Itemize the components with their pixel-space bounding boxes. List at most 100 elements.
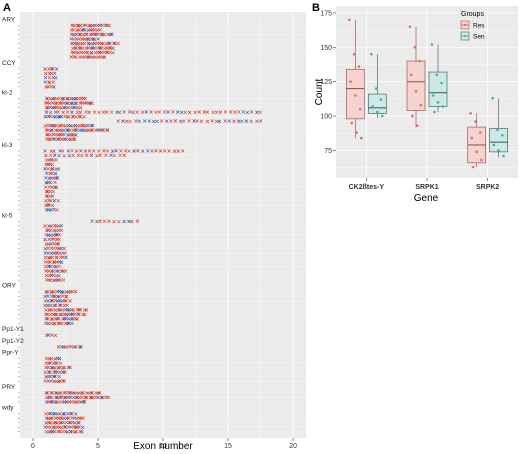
exon-mark [54,312,59,317]
exon-mark [78,307,83,312]
exon-mark [80,425,85,429]
exon-mark [59,224,64,228]
data-point [358,107,362,111]
exon-mark [43,167,47,171]
exon-mark [52,71,57,75]
exon-mark [159,119,164,123]
exon-mark [52,290,57,294]
exon-mark [69,101,73,106]
exon-mark [110,149,115,153]
gene-group-label: kl-2 [2,90,13,97]
exon-mark [62,128,66,133]
exon-mark [76,28,81,32]
exon-mark [54,176,58,180]
exon-mark [112,153,116,158]
exon-mark [52,429,57,434]
exon-mark [46,246,50,250]
panel-a-letter: A [3,2,11,14]
exon-mark [53,321,57,326]
exon-mark [48,189,52,194]
exon-mark [176,149,180,153]
exon-mark [64,137,68,141]
exon-mark [108,50,112,55]
exon-mark [43,80,47,84]
panel-b-legend: Groups Res Sen [460,11,485,41]
exon-mark [53,115,58,119]
exon-mark [44,308,48,312]
exon-mark [116,119,120,123]
exon-mark [49,180,53,185]
exon-mark [74,149,79,153]
exon-mark [89,51,94,55]
data-point [470,136,474,140]
exon-mark [59,246,63,251]
exon-mark [83,395,88,400]
exon-mark [131,110,135,115]
exon-mark [72,23,76,28]
exon-mark [62,101,66,105]
exon-mark [48,303,53,308]
exon-mark [43,303,47,308]
exon-mark [60,149,65,153]
exon-mark [80,395,84,399]
exon-mark [223,110,228,114]
exon-mark [90,101,94,105]
exon-mark [66,97,70,101]
box-body [345,68,365,120]
exon-mark [93,55,98,59]
exon-mark [84,110,88,114]
exon-mark [43,224,47,228]
exon-mark [74,133,78,137]
exon-mark [46,303,50,308]
exon-mark [51,273,56,278]
exon-mark [80,123,85,128]
exon-mark [214,119,219,124]
exon-mark [48,228,53,233]
exon-mark [77,312,81,316]
exon-mark [48,361,53,365]
exon-mark [81,400,86,404]
gene-group-label: ORY [2,283,17,290]
exon-mark [244,119,249,123]
exon-mark [187,110,192,115]
data-point [379,98,383,101]
exon-mark [57,374,61,379]
exon-mark [74,128,79,132]
exon-mark [119,149,123,153]
exon-mark [70,429,74,434]
exon-mark [95,28,100,32]
exon-mark [45,133,49,137]
exon-mark [144,110,148,114]
exon-mark [43,114,48,119]
exon-mark [53,110,58,114]
exon-mark [102,149,106,153]
exon-mark [76,312,80,316]
exon-mark [85,50,90,55]
exon-mark [61,412,66,416]
exon-mark [47,101,52,105]
exon-mark [70,148,74,153]
exon-mark [54,391,59,395]
exon-mark [57,299,62,303]
exon-mark [91,37,96,41]
exon-mark [57,96,61,101]
exon-mark [66,416,71,420]
exon-mark [46,167,50,171]
exon-mark [90,219,94,223]
exon-mark [59,391,63,395]
exon-mark [48,97,53,101]
data-point [433,110,436,114]
exon-mark [111,46,115,51]
exon-mark [98,46,102,50]
exon-mark [49,379,53,383]
exon-mark [93,23,97,27]
exon-mark [44,430,49,434]
exon-mark [43,299,47,303]
exon-mark [50,167,55,171]
exon-mark [51,75,55,80]
exon-mark [104,153,108,157]
exon-mark [82,115,86,119]
exon-mark [72,345,76,349]
exon-mark [48,233,53,237]
